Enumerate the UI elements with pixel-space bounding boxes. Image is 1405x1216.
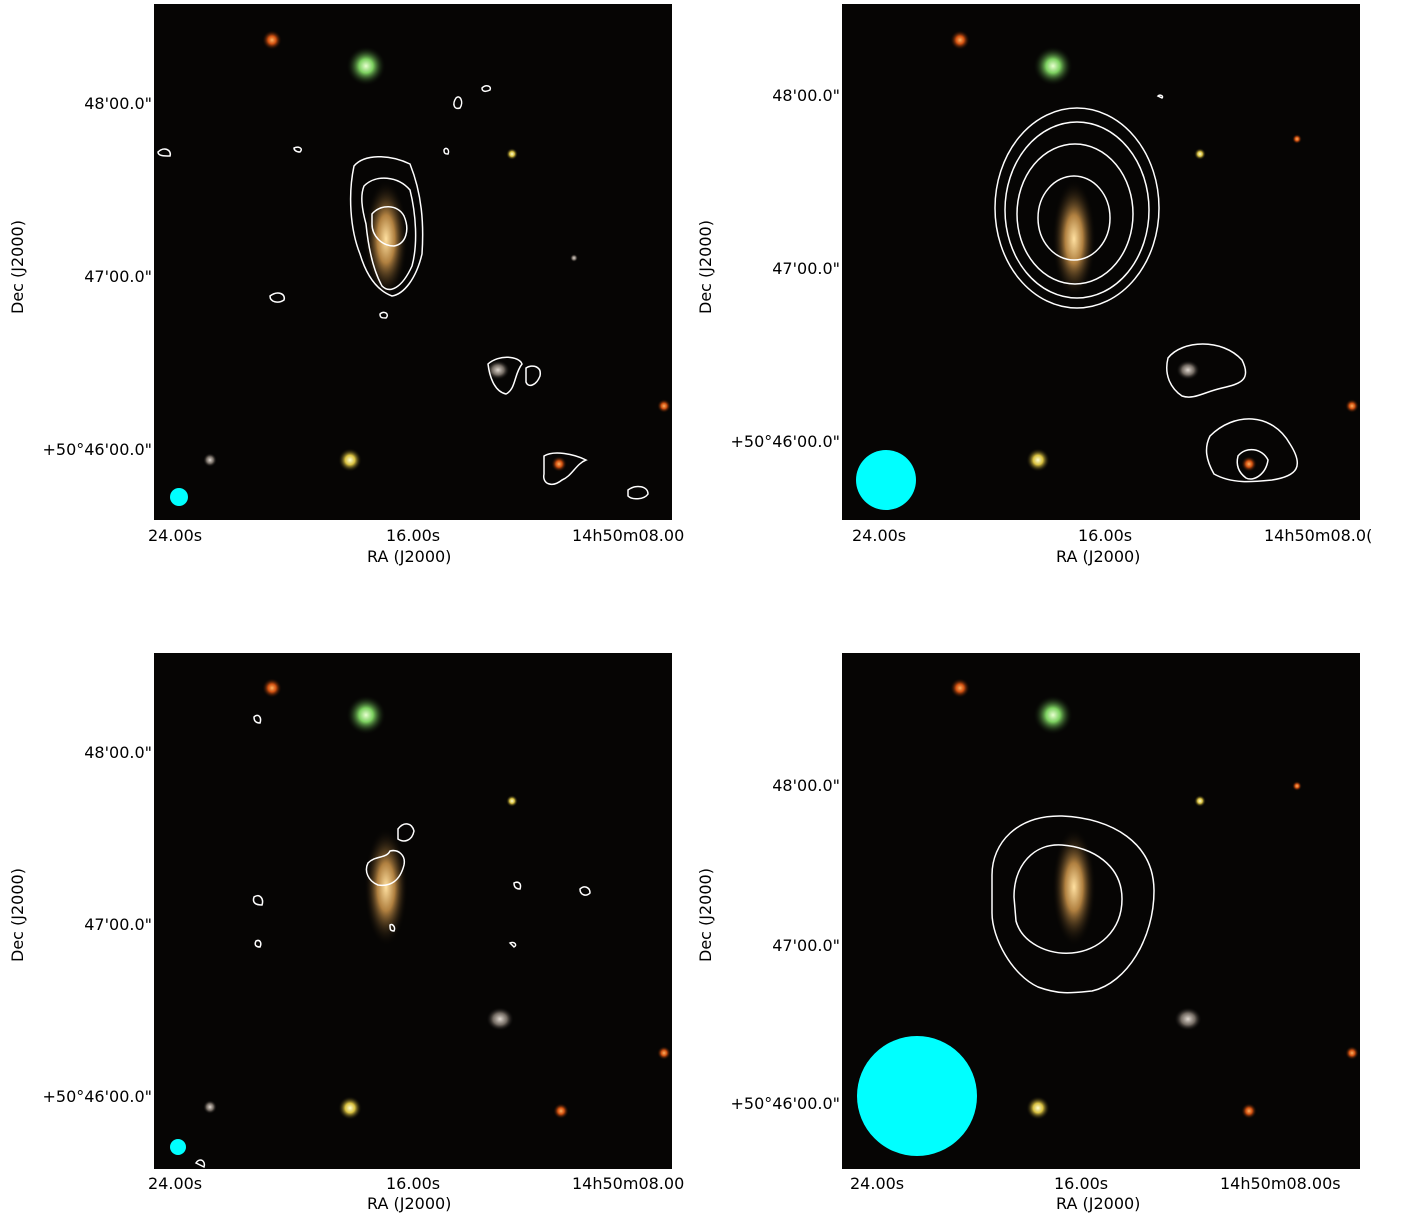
ra-tick: 16.00s <box>386 526 441 545</box>
ra-tick: 24.00s <box>852 526 907 545</box>
star-orange <box>262 30 282 50</box>
dec-tick: 48'00.0" <box>84 743 152 762</box>
ra-tick: 24.00s <box>148 1174 203 1193</box>
x-axis-label: RA (J2000) <box>1056 1194 1141 1213</box>
beam-ellipse <box>856 450 916 510</box>
ra-tick: 24.00s <box>148 526 203 545</box>
dec-tick: +50°46'00.0" <box>42 440 152 459</box>
sky-image-svg <box>842 4 1360 520</box>
ra-tick: 14h50m08.00 <box>572 1174 685 1193</box>
y-axis-label: Dec (J2000) <box>8 868 27 962</box>
sky-image <box>842 653 1360 1169</box>
beam-ellipse <box>857 1036 977 1156</box>
sky-image-svg <box>154 4 672 520</box>
sky-image-svg <box>154 653 672 1169</box>
dec-tick: 47'00.0" <box>772 936 840 955</box>
galaxy-small <box>486 360 510 380</box>
ra-tick: 16.00s <box>1054 1174 1109 1193</box>
x-axis-label: RA (J2000) <box>367 547 452 566</box>
contours <box>994 94 1299 483</box>
star-yellow <box>338 448 362 472</box>
contours <box>157 85 649 500</box>
ra-tick: 14h50m08.00s <box>1220 1174 1341 1193</box>
dec-tick: 48'00.0" <box>84 94 152 113</box>
dec-tick: 47'00.0" <box>84 915 152 934</box>
ra-tick: 16.00s <box>386 1174 441 1193</box>
dec-tick: 48'00.0" <box>772 776 840 795</box>
beam-ellipse <box>170 1139 186 1155</box>
beam-ellipse <box>170 488 188 506</box>
dec-tick: +50°46'00.0" <box>730 432 840 451</box>
dec-tick: +50°46'00.0" <box>730 1094 840 1113</box>
y-axis-label: Dec (J2000) <box>696 868 715 962</box>
contours <box>194 714 591 1169</box>
ra-tick: 16.00s <box>1078 526 1133 545</box>
dec-tick: 47'00.0" <box>84 267 152 286</box>
dec-tick: 48'00.0" <box>772 86 840 105</box>
star-green <box>346 46 386 86</box>
sky-image <box>154 4 672 520</box>
y-axis-label: Dec (J2000) <box>8 220 27 314</box>
y-axis-label: Dec (J2000) <box>696 220 715 314</box>
sky-image <box>154 653 672 1169</box>
x-axis-label: RA (J2000) <box>1056 547 1141 566</box>
sky-image-svg <box>842 653 1360 1169</box>
sky-image <box>842 4 1360 520</box>
contours <box>991 815 1155 994</box>
dec-tick: 47'00.0" <box>772 259 840 278</box>
dec-tick: +50°46'00.0" <box>42 1087 152 1106</box>
ra-tick: 14h50m08.0( <box>1264 526 1373 545</box>
galaxy <box>364 179 408 299</box>
ra-tick: 24.00s <box>850 1174 905 1193</box>
x-axis-label: RA (J2000) <box>367 1194 452 1213</box>
ra-tick: 14h50m08.00 <box>572 526 685 545</box>
